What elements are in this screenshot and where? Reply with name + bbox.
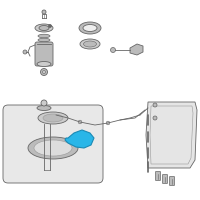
Circle shape — [48, 24, 52, 27]
Circle shape — [40, 68, 48, 75]
Polygon shape — [146, 102, 197, 168]
FancyBboxPatch shape — [3, 105, 103, 183]
Circle shape — [23, 50, 27, 54]
Circle shape — [41, 100, 47, 106]
Ellipse shape — [83, 24, 97, 31]
Ellipse shape — [43, 114, 63, 122]
Ellipse shape — [28, 137, 78, 159]
Circle shape — [106, 121, 110, 125]
Ellipse shape — [38, 38, 50, 42]
FancyBboxPatch shape — [170, 176, 174, 186]
Circle shape — [153, 103, 157, 107]
Ellipse shape — [34, 140, 72, 156]
FancyBboxPatch shape — [162, 174, 168, 184]
Ellipse shape — [37, 106, 51, 110]
Ellipse shape — [38, 34, 50, 38]
Circle shape — [110, 47, 116, 52]
Ellipse shape — [35, 24, 53, 32]
FancyBboxPatch shape — [156, 171, 160, 180]
Circle shape — [42, 71, 46, 73]
Ellipse shape — [37, 62, 51, 66]
FancyBboxPatch shape — [35, 42, 53, 66]
Ellipse shape — [84, 41, 96, 47]
Ellipse shape — [38, 112, 68, 124]
Polygon shape — [130, 44, 143, 55]
Polygon shape — [65, 130, 94, 148]
Circle shape — [78, 120, 82, 124]
Ellipse shape — [80, 39, 100, 49]
Circle shape — [153, 116, 157, 120]
Ellipse shape — [79, 22, 101, 34]
Ellipse shape — [39, 25, 49, 30]
Circle shape — [42, 10, 46, 14]
